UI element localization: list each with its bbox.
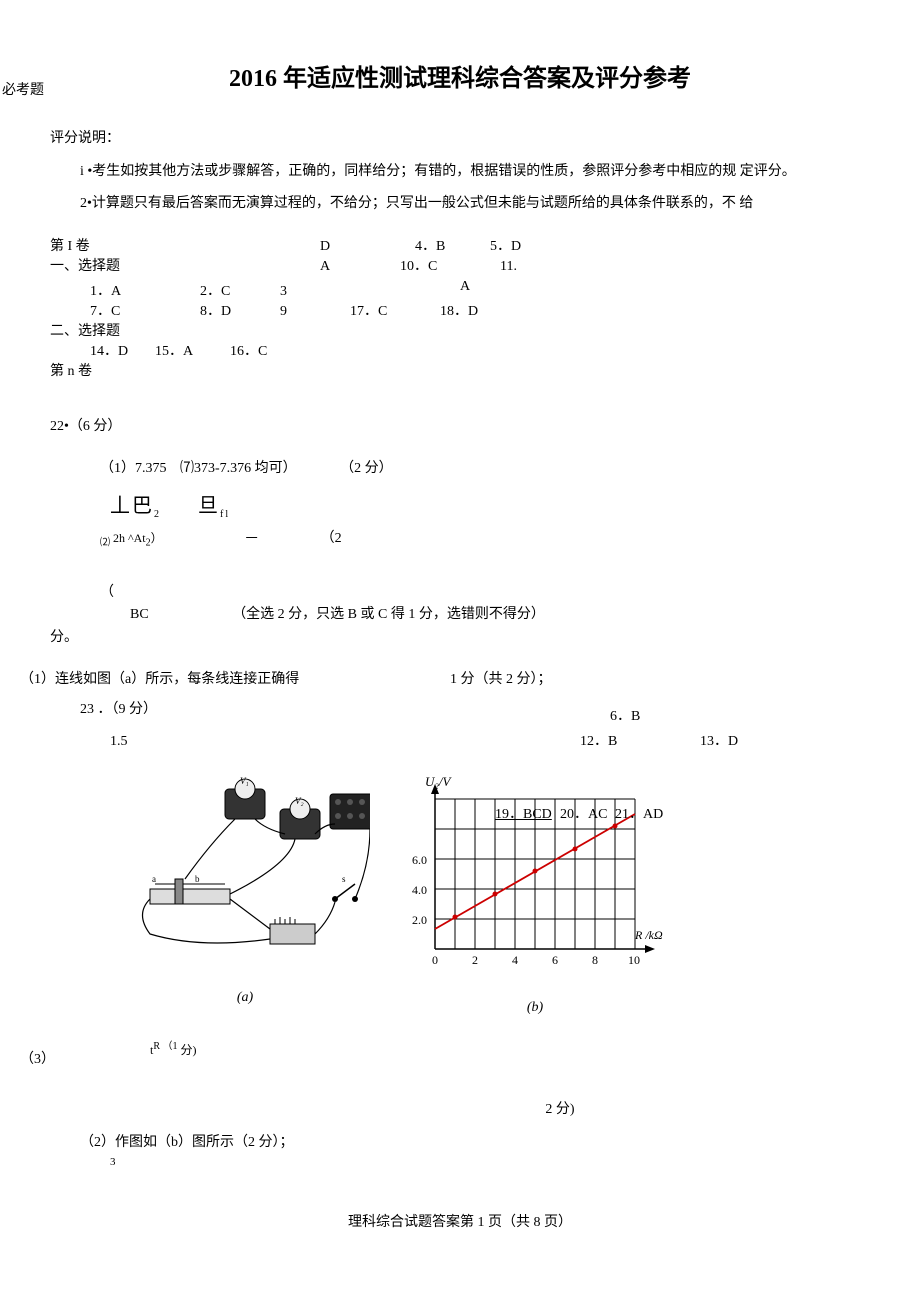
q23-header: 23 ．（9 分） [80,699,870,721]
q22-paren: （ [100,582,870,604]
q22-bc-note: （全选 2 分，只选 B 或 C 得 1 分，选错则不得分） [232,607,545,622]
intro-p1: i •考生如按其他方法或步骤解答，正确的，同样给分；有错的，根据错误的性质，参照… [80,161,870,183]
circuit-diagram-icon: V₁ V₂ a b s [120,774,370,974]
q22-formula-bot: ⑵ 2h ^At2） 一 （2 [100,528,870,551]
ans-10: 10．C [400,256,437,278]
svg-text:V₁: V₁ [240,776,249,786]
sec1-label: 一、选择题 [50,256,120,278]
required-label: （一）必考题 [0,80,44,102]
svg-text:6.0: 6.0 [412,853,427,867]
q22-line1-b: ⑺373-7.376 均可） [180,461,297,476]
ans-18: 18．D [440,301,478,323]
ans-16: 16．C [230,341,267,363]
svg-text:2.0: 2.0 [412,913,427,927]
q23-pts2: 2 分) [250,1099,870,1121]
ans-9-letter: A [320,256,330,278]
q22-line1-pts: （2 分） [340,461,393,476]
q22-bc: BC [130,607,149,622]
svg-text:V₂: V₂ [295,796,304,806]
fig-b-label: (b) [400,997,670,1019]
ans-6: 6．B [610,706,640,728]
svg-text:6: 6 [552,953,558,967]
svg-text:R /kΩ: R /kΩ [634,928,663,942]
ans-21: 21．AD [615,804,663,826]
svg-text:a: a [152,874,156,884]
q22-formula-top: 丄巴2 旦fl [110,490,870,523]
q23-line2: （2）作图如（b）图所示（2 分）； [80,1132,870,1154]
svg-text:4.0: 4.0 [412,883,427,897]
figure-b: U₂/V 2.0 4. [400,774,670,1020]
ans-20: 20．AC [560,804,607,826]
page-title: 2016 年适应性测试理科综合答案及评分参考 [50,60,870,98]
svg-text:10: 10 [628,953,640,967]
q22-fen: 分。 [50,627,870,649]
q23-line3-end: 分) [181,1043,197,1057]
svg-text:4: 4 [512,953,518,967]
page-footer: 理科综合试题答案第 1 页（共 8 页） [50,1212,870,1234]
ans-11-num: 11. [500,256,517,278]
svg-text:U₂/V: U₂/V [425,774,453,789]
ans-9-num: 9 [280,301,287,323]
fig-a-label: (a) [120,987,370,1009]
svg-text:b: b [195,874,200,884]
vol2-label: 第 n 卷 [50,361,92,383]
ans-14: 14．D [90,341,128,363]
ans-13: 13．D [700,731,738,753]
svg-text:0: 0 [432,953,438,967]
ans-8: 8．D [200,301,231,323]
intro-p2: 2•计算题只有最后答案而无演算过程的，不给分；只写出一般公式但未能与试题所给的具… [80,193,870,215]
q23-line2-sub: 3 [110,1154,870,1172]
ans-15: 15．A [155,341,193,363]
q23-num15: 1.5 [110,731,870,753]
q23-line3-sup: R （1 [153,1041,177,1052]
q23-line3-pre: （3） [20,1049,55,1071]
q22-line1-a: （1）7.375 [100,461,167,476]
svg-text:8: 8 [592,953,598,967]
figures-row: （一）必考题 V₁ V₂ a b s [50,774,870,1020]
intro-label: 评分说明： [50,128,870,150]
q23-line1-right: 1 分（共 2 分）； [450,669,552,691]
figure-a: V₁ V₂ a b s [120,774,370,1010]
ans-12: 12．B [580,731,617,753]
ans-17: 17．C [350,301,387,323]
answers-block: 第 I 卷 一、选择题 1．A 2．C 3 D 4．B 5．D 7．C 8．D … [50,236,870,386]
ans-11-letter: A [460,276,470,298]
svg-text:s: s [342,874,346,884]
q22-header: 22•（6 分） [50,416,870,438]
svg-text:2: 2 [472,953,478,967]
ans-19: 19．BCD [495,804,552,826]
q23-line1-left: （1）连线如图（a）所示，每条线连接正确得 [20,669,299,691]
